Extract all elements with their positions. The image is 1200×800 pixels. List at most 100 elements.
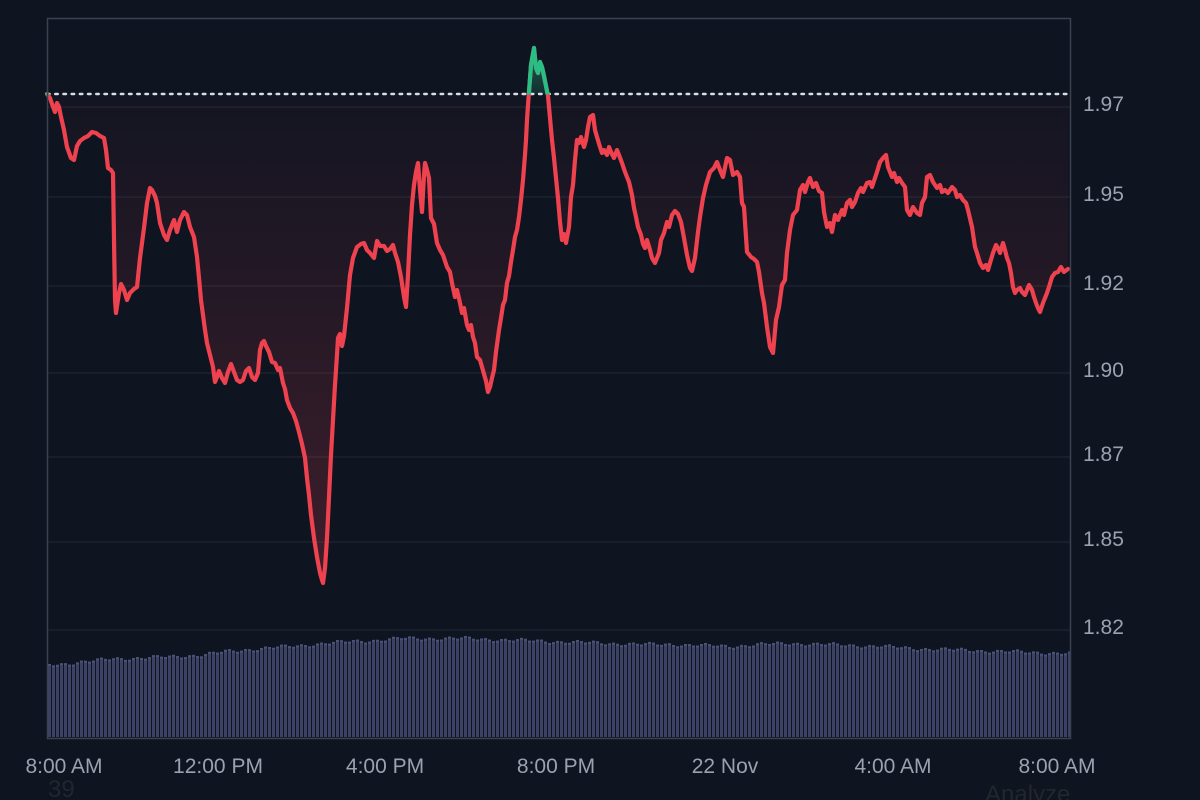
volume-bar: [60, 663, 63, 737]
x-axis-label: 8:00 PM: [516, 755, 596, 778]
volume-bar-cap: [624, 644, 627, 647]
volume-bar: [948, 648, 951, 737]
volume-bar: [624, 644, 627, 737]
volume-bar: [940, 647, 943, 737]
volume-bar-cap: [852, 644, 855, 647]
volume-bar-cap: [584, 642, 587, 645]
volume-bar-cap: [84, 660, 87, 663]
volume-bar-cap: [912, 649, 915, 652]
volume-bar: [1052, 651, 1055, 737]
volume-bar: [232, 650, 235, 737]
volume-bar-cap: [1040, 653, 1043, 656]
volume-bar-cap: [1052, 651, 1055, 654]
volume-bar: [508, 640, 511, 737]
volume-bar-cap: [96, 658, 99, 661]
volume-bar: [448, 636, 451, 737]
volume-bar: [728, 647, 731, 737]
volume-bar-cap: [480, 638, 483, 641]
volume-bar-cap: [224, 649, 227, 652]
volume-bar-cap: [748, 646, 751, 649]
volume-bar-cap: [804, 645, 807, 648]
volume-bar: [324, 643, 327, 737]
volume-bar: [968, 651, 971, 737]
volume-bar: [660, 644, 663, 737]
volume-bar-cap: [844, 645, 847, 648]
volume-bar-cap: [656, 644, 659, 647]
volume-bar-cap: [416, 638, 419, 641]
volume-bar: [76, 662, 79, 737]
volume-bar: [272, 647, 275, 737]
volume-bar-cap: [964, 648, 967, 651]
volume-bar: [400, 638, 403, 737]
volume-bar: [504, 638, 507, 737]
volume-bar-cap: [928, 649, 931, 652]
volume-bar: [1060, 653, 1063, 737]
volume-bar-cap: [596, 641, 599, 644]
volume-bar: [312, 645, 315, 737]
volume-bar-cap: [580, 641, 583, 644]
volume-bar: [264, 646, 267, 737]
volume-bar: [920, 649, 923, 737]
volume-bar: [432, 638, 435, 737]
volume-bar-cap: [904, 646, 907, 649]
volume-bar: [688, 644, 691, 737]
volume-bar: [1056, 652, 1059, 737]
volume-bar-cap: [128, 659, 131, 662]
volume-bar-cap: [828, 643, 831, 646]
volume-bar-cap: [1004, 651, 1007, 654]
volume-bar: [960, 647, 963, 737]
volume-bar: [352, 640, 355, 737]
volume-bar: [248, 649, 251, 737]
volume-bar: [416, 638, 419, 737]
volume-bar: [892, 646, 895, 737]
volume-bar: [316, 643, 319, 737]
volume-bar: [152, 655, 155, 737]
volume-bar-cap: [304, 645, 307, 648]
volume-bar-cap: [876, 646, 879, 649]
volume-bar-cap: [344, 641, 347, 644]
volume-bar-cap: [932, 650, 935, 653]
volume-bar-cap: [196, 656, 199, 659]
volume-bar: [436, 639, 439, 737]
volume-bar-cap: [592, 640, 595, 643]
volume-bar-cap: [600, 643, 603, 646]
volume-bar-cap: [108, 659, 111, 662]
volume-bar-cap: [832, 642, 835, 645]
volume-bar: [488, 639, 491, 737]
y-axis-label: 1.87: [1083, 443, 1124, 466]
volume-bar: [984, 651, 987, 737]
volume-bar: [884, 645, 887, 737]
volume-bar: [760, 642, 763, 737]
volume-bar-cap: [1016, 649, 1019, 652]
volume-bar: [980, 650, 983, 737]
volume-bar-cap: [676, 646, 679, 649]
volume-bar: [460, 637, 463, 737]
volume-bar-cap: [548, 643, 551, 645]
volume-bar-cap: [648, 641, 651, 644]
volume-bar-cap: [408, 636, 411, 639]
volume-bar-cap: [968, 651, 971, 653]
volume-bar: [748, 646, 751, 737]
volume-bar-cap: [1012, 650, 1015, 653]
volume-bar-cap: [660, 644, 663, 647]
volume-bar: [952, 649, 955, 737]
volume-bar-cap: [60, 663, 63, 666]
volume-bar-cap: [184, 657, 187, 660]
volume-bar-cap: [216, 652, 219, 655]
volume-bar-cap: [632, 642, 635, 645]
volume-bar: [392, 636, 395, 737]
volume-bar-cap: [1064, 653, 1067, 656]
analyze-button-cutoff[interactable]: Analyze: [985, 781, 1071, 800]
volume-bar: [612, 642, 615, 737]
volume-bar: [284, 644, 287, 737]
volume-bar: [540, 639, 543, 737]
volume-bar: [252, 650, 255, 737]
volume-bar-cap: [612, 642, 615, 645]
volume-bar: [480, 638, 483, 737]
volume-bar: [132, 658, 135, 737]
volume-bar-cap: [608, 643, 611, 646]
volume-bar: [412, 636, 415, 737]
volume-bar-cap: [972, 651, 975, 654]
volume-bar: [684, 644, 687, 737]
